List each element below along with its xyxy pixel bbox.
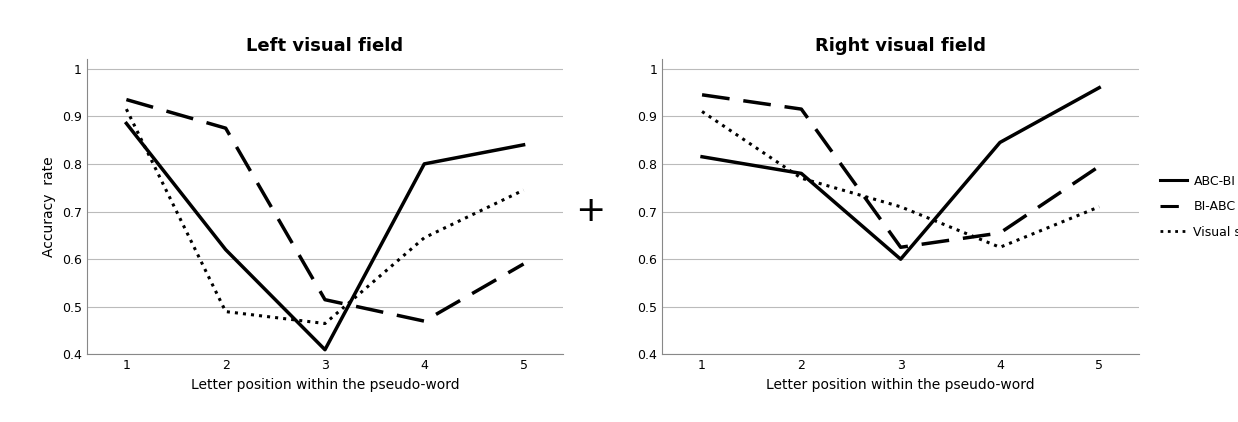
Text: +: +: [576, 194, 605, 228]
Title: Right visual field: Right visual field: [815, 37, 987, 55]
X-axis label: Letter position within the pseudo-word: Letter position within the pseudo-word: [191, 378, 459, 392]
Title: Left visual field: Left visual field: [246, 37, 404, 55]
Y-axis label: Accuracy  rate: Accuracy rate: [42, 157, 56, 257]
X-axis label: Letter position within the pseudo-word: Letter position within the pseudo-word: [766, 378, 1035, 392]
Legend: ABC-BI, BI-ABC, Visual span: ABC-BI, BI-ABC, Visual span: [1155, 170, 1238, 244]
